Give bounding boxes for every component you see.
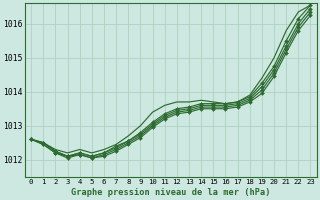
X-axis label: Graphe pression niveau de la mer (hPa): Graphe pression niveau de la mer (hPa) <box>71 188 270 197</box>
